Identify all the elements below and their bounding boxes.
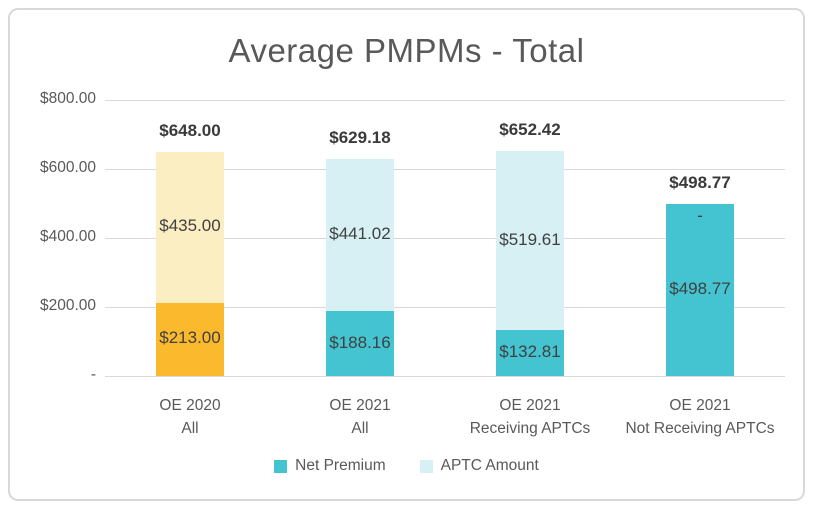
bar-total-label: $498.77 [669,172,731,192]
gridline [105,307,785,308]
legend-item-net-premium: Net Premium [274,457,386,475]
aptc-amount-data-label: $435.00 [159,216,221,236]
x-axis-category-label: OE 2021 Receiving APTCs [469,397,591,437]
chart-frame [8,8,805,501]
bar-segment-net-premium [496,330,564,376]
bar-segment-net-premium [156,302,224,376]
aptc-amount-data-label: $441.02 [329,224,391,243]
y-axis-tick-label: $600.00 [39,159,96,176]
gridline [105,169,785,170]
net-premium-data-label: $132.81 [499,342,561,362]
bar-segment-net-premium [666,203,734,376]
bar-segment-net-premium [326,311,394,376]
y-axis-tick-label: - [90,366,96,383]
gridline [105,376,785,377]
net-premium-data-label: $498.77 [669,278,731,298]
gridline [105,100,785,101]
gridline [105,238,785,239]
aptc-amount-data-label: $519.61 [499,229,561,249]
chart-title: Average PMPMs - Total [228,32,585,69]
bar-total-label: $629.18 [329,127,391,147]
y-axis-tick-label: $200.00 [39,297,96,314]
legend: Net Premium APTC Amount [0,457,813,475]
legend-label-aptc-amount: APTC Amount [440,457,539,474]
y-axis-tick-label: $400.00 [39,228,96,245]
net-premium-data-label: $188.16 [329,332,391,352]
aptc-amount-data-label: - [697,205,703,225]
aptc-amount-swatch-icon [419,459,433,473]
y-axis-tick-label: $800.00 [39,90,96,107]
bar-total-label: $648.00 [159,121,221,141]
legend-item-aptc-amount: APTC Amount [419,457,539,475]
x-axis-category-label: OE 2020 All [159,397,221,437]
net-premium-data-label: $213.00 [159,328,221,348]
x-axis-category-label: OE 2021 Not Receiving APTCs [625,397,775,437]
bar-total-label: $652.42 [499,119,561,139]
bar-segment-aptc-amount [496,150,564,331]
bar-segment-aptc-amount [326,158,394,312]
x-axis-category-label: OE 2021 All [329,397,391,437]
net-premium-swatch-icon [274,459,288,473]
bar-segment-aptc-amount [156,152,224,303]
legend-label-net-premium: Net Premium [295,457,386,474]
